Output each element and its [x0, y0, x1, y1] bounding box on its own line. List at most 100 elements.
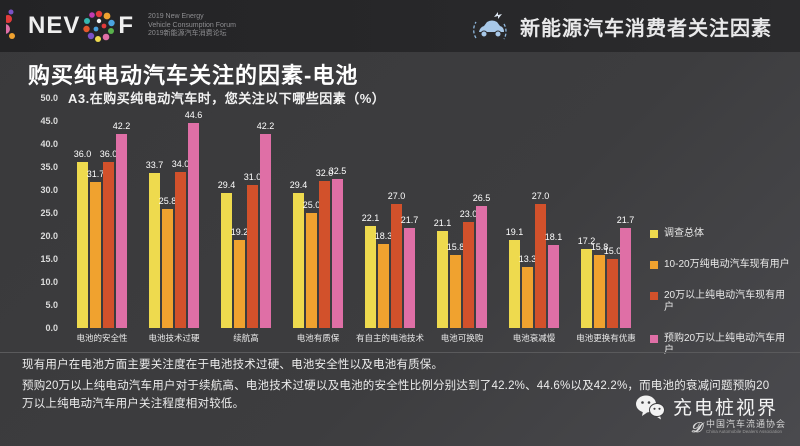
forum-line3: 2019新能源汽车消费论坛 — [148, 30, 227, 38]
bar-value-label: 19.2 — [230, 226, 249, 237]
bar-value-label: 19.1 — [505, 227, 524, 238]
y-axis-tick: 15.0 — [40, 254, 58, 264]
bar-调查总体: 17.2 — [578, 236, 595, 328]
bar-调查总体: 19.1 — [506, 227, 523, 328]
y-axis-tick: 50.0 — [40, 93, 58, 103]
section-divider — [0, 352, 800, 353]
bar-20万以上纯电动汽车现有用户: 27.0 — [532, 191, 549, 328]
wechat-account-name: 充电桩视界 — [672, 398, 778, 419]
bar-预购20万以上纯电动汽车用户: 44.6 — [185, 110, 202, 328]
y-axis-tick: 5.0 — [45, 300, 58, 310]
bar-20万以上纯电动汽车现有用户: 32.0 — [316, 168, 333, 328]
bar-10-20万纯电动汽车现有用户: 15.8 — [591, 242, 608, 328]
bar-value-label: 13.3 — [518, 253, 537, 264]
bar-10-20万纯电动汽车现有用户: 19.2 — [231, 227, 248, 328]
wechat-branding: 充电桩视界 — [635, 393, 778, 420]
bar-调查总体: 36.0 — [74, 149, 91, 328]
bar-group: 17.2 15.8 15.0 21.7 电池更换有优惠 — [570, 98, 642, 344]
bar-value-label: 25.8 — [158, 196, 177, 207]
insight-notes: 现有用户在电池方面主要关注度在于电池技术过硬、电池安全性以及电池有质保。 预购2… — [22, 357, 778, 417]
bar-value-label: 15.0 — [603, 246, 622, 256]
y-axis-tick: 45.0 — [40, 116, 58, 126]
x-axis-category-label: 有自主的电池技术 — [355, 333, 424, 343]
association-name-cn: 中国汽车流通协会 — [705, 419, 786, 430]
logo-text-nev: NEV — [28, 12, 81, 39]
forum-subtitle: 2019 New Energy Vehicle Consumption Foru… — [148, 13, 236, 39]
bar-value-label: 44.6 — [184, 109, 203, 120]
x-axis-category-label: 电池衰减慢 — [512, 333, 556, 343]
bar-预购20万以上纯电动汽车用户: 18.1 — [545, 232, 562, 328]
forum-line1: 2019 New Energy — [148, 12, 204, 20]
association-branding: 𝒟 中国汽车流通协会 China Automobile Dealers Asso… — [691, 419, 786, 436]
bar-value-label: 15.8 — [590, 242, 609, 253]
header-bar: NEV F 2019 New Energy Vehicle Consumptio… — [0, 0, 800, 52]
x-axis-category-label: 电池有质保 — [296, 333, 340, 343]
bar-value-label: 29.4 — [289, 179, 308, 190]
x-axis-category-label: 电池的安全性 — [76, 333, 128, 343]
bar-group: 22.1 18.3 27.0 21.7 有自主的电池技术 — [354, 98, 426, 344]
bar-20万以上纯电动汽车现有用户: 23.0 — [460, 209, 477, 328]
bar-value-label: 31.0 — [243, 172, 262, 183]
y-axis-tick: 20.0 — [40, 231, 58, 241]
bar-调查总体: 22.1 — [362, 213, 379, 328]
logo-text-f: F — [118, 12, 135, 39]
bar-value-label: 42.2 — [112, 120, 131, 131]
legend-item: 10-20万纯电动汽车现有用户 — [650, 259, 790, 271]
nevcf-logo: NEV F 2019 New Energy Vehicle Consumptio… — [0, 9, 236, 43]
chart-legend: 调查总体 10-20万纯电动汽车现有用户 20万以上纯电动汽车现有用户 预购20万以上… — [650, 228, 790, 376]
bar-预购20万以上纯电动汽车用户: 21.7 — [617, 215, 634, 328]
bar-value-label: 31.7 — [86, 169, 105, 180]
legend-label: 预购20万以上纯电动汽车用户 — [664, 333, 786, 356]
forum-line2: Vehicle Consumption Forum — [148, 21, 236, 29]
bar-10-20万纯电动汽车现有用户: 13.3 — [519, 254, 536, 328]
legend-label: 10-20万纯电动汽车现有用户 — [664, 259, 790, 270]
association-logo-icon: 𝒟 — [690, 419, 702, 435]
x-axis-category-label: 电池可换购 — [440, 333, 484, 343]
legend-label: 20万以上纯电动汽车现有用户 — [664, 290, 786, 313]
bar-group: 21.1 15.8 23.0 26.5 电池可换购 — [426, 98, 498, 344]
bar-value-label: 32.0 — [315, 167, 334, 178]
bar-value-label: 22.1 — [361, 213, 380, 224]
bar-20万以上纯电动汽车现有用户: 36.0 — [100, 149, 117, 328]
y-axis-tick: 25.0 — [40, 208, 58, 218]
bar-value-label: 21.1 — [433, 217, 452, 228]
x-axis-category-label: 电池技术过硬 — [148, 333, 200, 343]
wechat-icon — [635, 395, 665, 419]
bar-value-label: 18.1 — [544, 231, 563, 242]
bar-group: 33.7 25.8 34.0 44.6 电池技术过硬 — [138, 98, 210, 344]
x-axis-category-label: 电池更换有优惠 — [576, 333, 636, 343]
y-axis: 50.0 45.0 40.0 35.0 30.0 25.0 20.0 15.0 10.0 5.0 0… — [28, 90, 58, 336]
bar-value-label: 33.7 — [145, 159, 164, 170]
bar-预购20万以上纯电动汽车用户: 26.5 — [473, 193, 490, 328]
plot-area: 36.0 31.7 36.0 42.2 电池的安全性 33.7 25.8 34.0 44.6 电池… — [66, 98, 642, 344]
y-axis-tick: 35.0 — [40, 162, 58, 172]
bar-value-label: 42.2 — [256, 120, 275, 131]
legend-label: 调查总体 — [664, 228, 704, 239]
note-line-1: 现有用户在电池方面主要关注度在于电池技术过硬、电池安全性以及电池有质保。 — [22, 359, 444, 371]
bar-group: 19.1 13.3 27.0 18.1 电池衰减慢 — [498, 98, 570, 344]
bar-value-label: 34.0 — [171, 158, 190, 169]
bar-value-label: 32.5 — [328, 165, 347, 176]
y-axis-tick: 30.0 — [40, 185, 58, 195]
bar-调查总体: 21.1 — [434, 218, 451, 328]
bar-预购20万以上纯电动汽车用户: 42.2 — [113, 121, 130, 328]
bar-预购20万以上纯电动汽车用户: 21.7 — [401, 215, 418, 328]
bar-调查总体: 33.7 — [146, 160, 163, 328]
bar-value-label: 18.3 — [374, 230, 393, 241]
bar-10-20万纯电动汽车现有用户: 25.0 — [303, 200, 320, 328]
slide-title: 购买纯电动汽车关注的因素-电池 — [28, 63, 359, 88]
bar-预购20万以上纯电动汽车用户: 42.2 — [257, 121, 274, 328]
bar-value-label: 15.8 — [446, 242, 465, 253]
bar-10-20万纯电动汽车现有用户: 25.8 — [159, 196, 176, 328]
legend-item: 调查总体 — [650, 228, 790, 240]
page-title: 新能源汽车消费者关注因素 — [520, 17, 772, 40]
bar-value-label: 21.7 — [400, 215, 419, 226]
y-axis-tick: 40.0 — [40, 139, 58, 149]
bar-20万以上纯电动汽车现有用户: 27.0 — [388, 191, 405, 328]
nevcf-dot-ring-icon — [83, 10, 116, 42]
bar-value-label: 36.0 — [99, 149, 118, 160]
bar-20万以上纯电动汽车现有用户: 15.0 — [604, 246, 621, 328]
bar-调查总体: 29.4 — [290, 180, 307, 328]
bar-value-label: 29.4 — [217, 179, 236, 190]
bar-value-label: 25.0 — [302, 200, 321, 210]
